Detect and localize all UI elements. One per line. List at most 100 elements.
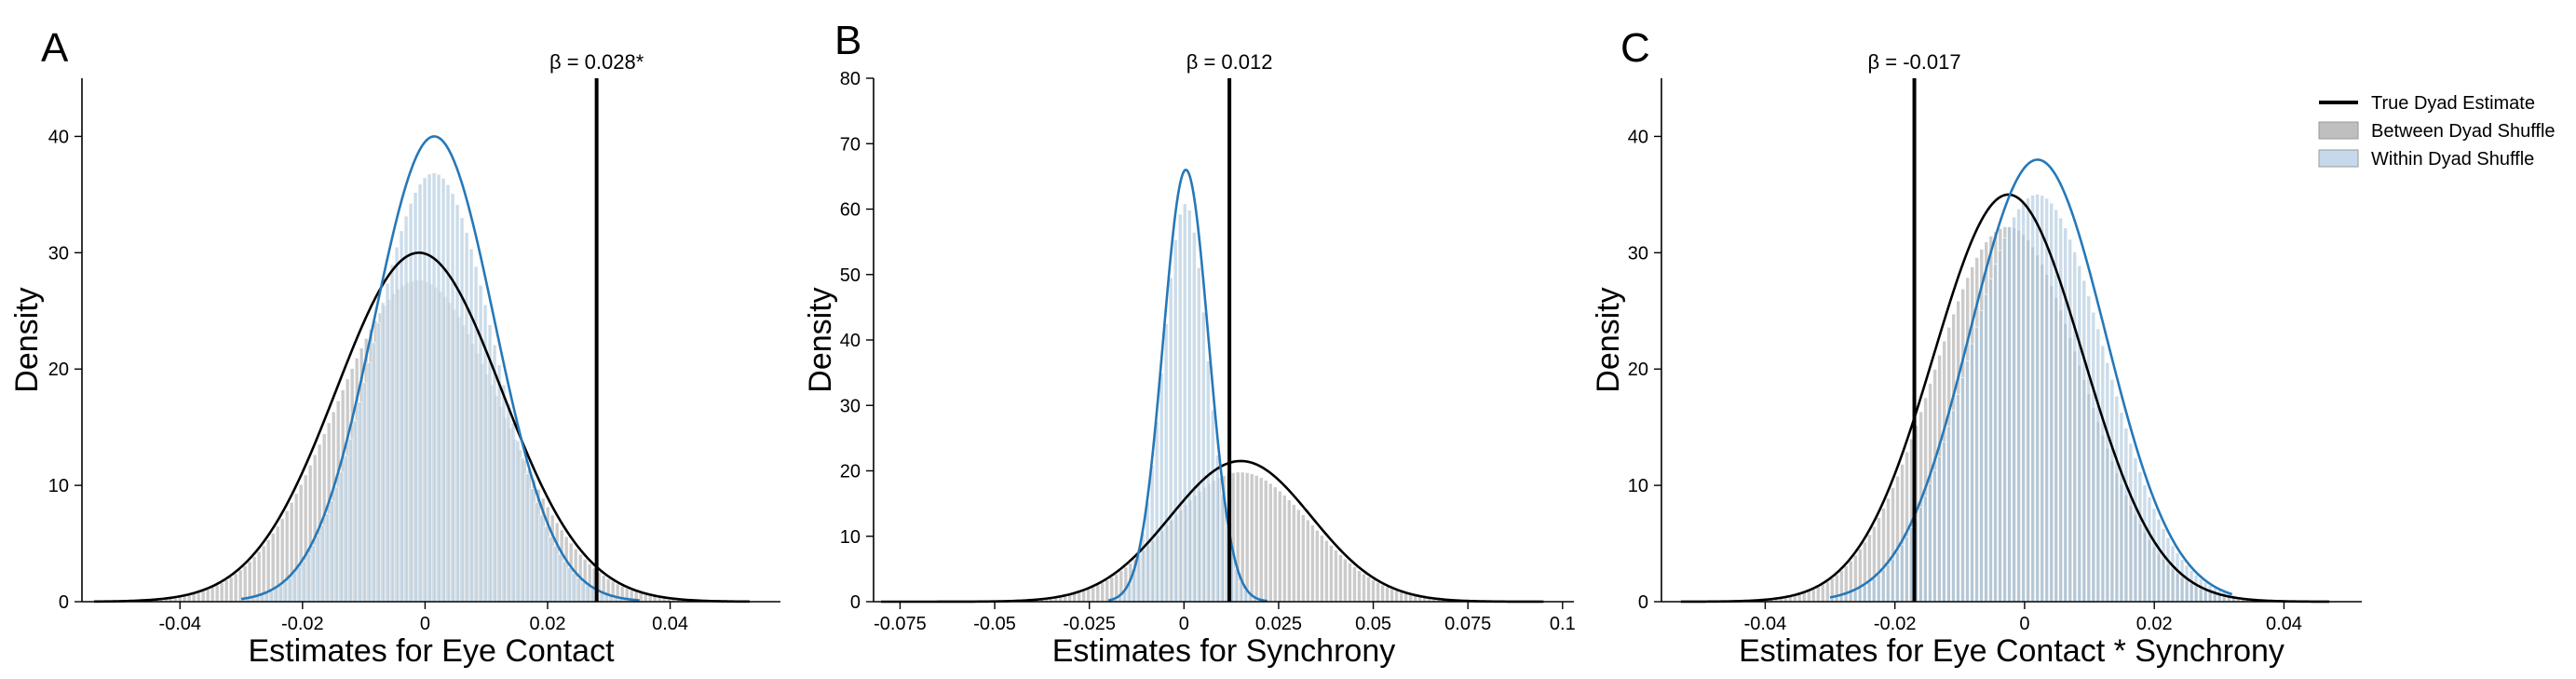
x-tick-label: 0.1 [1550, 614, 1576, 634]
x-tick-label: 0 [2019, 614, 2029, 634]
histogram-bar [1380, 584, 1385, 603]
histogram-bar [492, 344, 497, 603]
y-tick-label: 10 [1628, 476, 1648, 496]
histogram-bar [1091, 587, 1096, 603]
histogram-bar [2105, 362, 2110, 603]
histogram-bar [1095, 584, 1101, 603]
x-tick-label: -0.04 [1744, 614, 1787, 634]
histogram-bar [1904, 536, 1909, 603]
histogram-bar [1871, 577, 1877, 603]
histogram-bar [301, 560, 306, 603]
histogram-bar [1390, 588, 1394, 603]
y-tick-label: 20 [840, 462, 861, 482]
histogram-bar [436, 173, 441, 603]
histogram-bar [524, 473, 530, 603]
histogram-bar [247, 561, 252, 603]
y-axis-label: Density [803, 287, 838, 392]
histogram-bar [1399, 591, 1403, 603]
histogram-bar [310, 544, 316, 603]
histogram-bar [1324, 539, 1329, 603]
histogram-bar [264, 592, 269, 603]
histogram-bar [1168, 277, 1173, 603]
x-tick-label: -0.02 [1874, 614, 1917, 634]
y-tick-label: 40 [48, 127, 69, 147]
histogram-bar [1815, 586, 1821, 603]
histogram-bar [2100, 345, 2106, 603]
histogram-bar [1937, 455, 1942, 603]
histogram-bar [1866, 581, 1872, 603]
histogram-bar [1077, 591, 1082, 603]
histogram-bar [571, 573, 576, 603]
y-axis-label: Density [9, 287, 45, 392]
histogram-bar [1956, 394, 1960, 603]
histogram-bar [315, 535, 320, 603]
histogram-bar [347, 438, 353, 603]
y-axis-label: Density [1591, 287, 1626, 392]
x-tick-label: 0.02 [2136, 614, 2173, 634]
histogram-bar [1315, 530, 1320, 603]
histogram-bar [1984, 293, 1988, 603]
histogram-bar [371, 342, 376, 603]
histogram-bar [538, 514, 544, 603]
histogram-bar [1988, 278, 1993, 603]
histogram-bar [1206, 360, 1211, 603]
histogram-bar [552, 545, 558, 603]
histogram-bar [296, 566, 302, 603]
histogram-bar [1100, 582, 1105, 603]
x-tick-label: -0.05 [973, 614, 1016, 634]
y-tick-label: 60 [840, 200, 861, 221]
histogram-bar [1951, 410, 1956, 603]
histogram-bar [385, 282, 390, 603]
histogram-bar [2142, 484, 2148, 603]
legend-patch-swatch [2318, 149, 2359, 168]
histogram-bar [520, 457, 525, 603]
y-tick-label: 30 [48, 243, 69, 264]
histogram-bar [1277, 490, 1282, 603]
histogram-bar [1072, 593, 1077, 603]
histogram-bar [394, 246, 400, 603]
histogram-bar [219, 582, 224, 603]
histogram-bar [1149, 465, 1155, 603]
histogram-bar [2035, 194, 2040, 603]
histogram-bar [2193, 575, 2199, 603]
x-axis-label: Estimates for Synchrony [1052, 633, 1395, 669]
histogram-bar [228, 577, 234, 603]
histogram-bar [1329, 545, 1334, 603]
histogram-bar [529, 488, 535, 603]
histogram-bar [2217, 590, 2222, 603]
histogram-bar [1306, 519, 1310, 603]
histogram-bar [233, 573, 238, 603]
kde-curve-between [1680, 193, 2330, 604]
y-tick-label: 0 [1638, 592, 1648, 613]
histogram-bar [2058, 217, 2064, 603]
histogram-bar [2086, 295, 2092, 603]
legend-patch-swatch [2318, 121, 2359, 140]
histogram-bar [1086, 589, 1091, 603]
beta-label: β = -0.017 [1868, 50, 1961, 74]
histogram-bar [2068, 238, 2073, 603]
histogram-bar [191, 593, 197, 603]
histogram-bar [2184, 564, 2190, 603]
histogram-bar [1394, 590, 1399, 603]
x-tick-label: -0.075 [874, 614, 927, 634]
histogram-bar [1899, 544, 1905, 603]
histogram-bar [454, 204, 460, 603]
histogram-bar [2063, 227, 2068, 603]
histogram-bar [242, 565, 248, 603]
histogram-bar [2044, 197, 2049, 603]
histogram-bar [2151, 508, 2157, 603]
histogram-bar [1182, 203, 1187, 603]
y-tick-label: 20 [48, 360, 69, 380]
histogram-bar [647, 594, 653, 603]
histogram-bar [291, 572, 297, 603]
x-tick-label: -0.025 [1063, 614, 1116, 634]
histogram-bar [1301, 514, 1306, 603]
histogram-bar [1810, 589, 1816, 603]
histogram-bar [1154, 421, 1159, 603]
histogram-bar [1979, 309, 1984, 603]
histogram-within [1107, 203, 1271, 603]
x-tick-label: -0.02 [281, 614, 324, 634]
histogram-bar [2170, 545, 2176, 603]
